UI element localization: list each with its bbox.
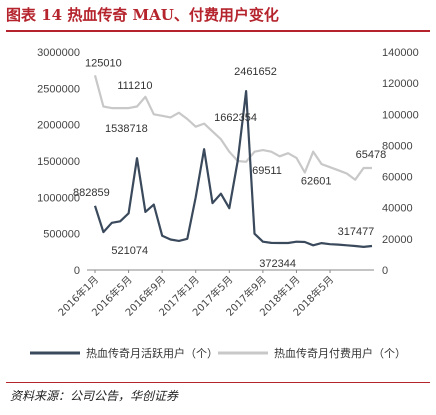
data-label: 882859 xyxy=(73,187,110,199)
series-line-active-users xyxy=(93,89,373,248)
legend-label-active-users: 热血传奇月活跃用户（个） xyxy=(86,346,218,360)
data-label: 317477 xyxy=(338,226,375,238)
footer-rule xyxy=(6,382,430,383)
y-right-tick-label: 20000 xyxy=(382,234,413,246)
data-label: 1538718 xyxy=(105,123,148,135)
y-right-tick-label: 40000 xyxy=(382,203,413,215)
y-right-tick-label: 140000 xyxy=(382,47,419,59)
y-left-tick-label: 1000000 xyxy=(37,192,80,204)
y-right-tick-label: 120000 xyxy=(382,78,419,90)
source-note: 资料来源：公司公告，华创证券 xyxy=(10,389,179,403)
y-left-tick-label: 500000 xyxy=(43,229,80,241)
line-chart: 0500000100000015000002000000250000030000… xyxy=(30,47,419,360)
y-right-tick-label: 100000 xyxy=(382,109,419,121)
data-label: 125010 xyxy=(85,57,122,69)
y-left-tick-label: 2500000 xyxy=(37,83,80,95)
data-label: 372344 xyxy=(259,258,296,270)
legend-label-paying-users: 热血传奇月付费用户（个） xyxy=(274,346,406,360)
y-left-tick-label: 1500000 xyxy=(37,156,80,168)
y-left-tick-label: 0 xyxy=(74,265,80,277)
data-label: 65478 xyxy=(356,149,387,161)
data-label: 1662354 xyxy=(214,112,257,124)
data-label: 69511 xyxy=(252,165,282,177)
y-right-tick-label: 60000 xyxy=(382,172,413,184)
series-line-paying-users xyxy=(93,75,372,181)
y-left-tick-label: 3000000 xyxy=(37,47,80,59)
data-label: 111210 xyxy=(117,80,152,92)
y-right-tick-label: 80000 xyxy=(382,140,413,152)
y-left-tick-label: 2000000 xyxy=(37,120,80,132)
data-label: 62601 xyxy=(301,176,332,188)
title-underline xyxy=(6,30,430,32)
data-label: 521074 xyxy=(111,245,148,257)
data-label: 2461652 xyxy=(234,66,277,78)
chart-title: 图表 14 热血传奇 MAU、付费用户变化 xyxy=(6,6,279,24)
y-right-tick-label: 0 xyxy=(382,265,388,277)
